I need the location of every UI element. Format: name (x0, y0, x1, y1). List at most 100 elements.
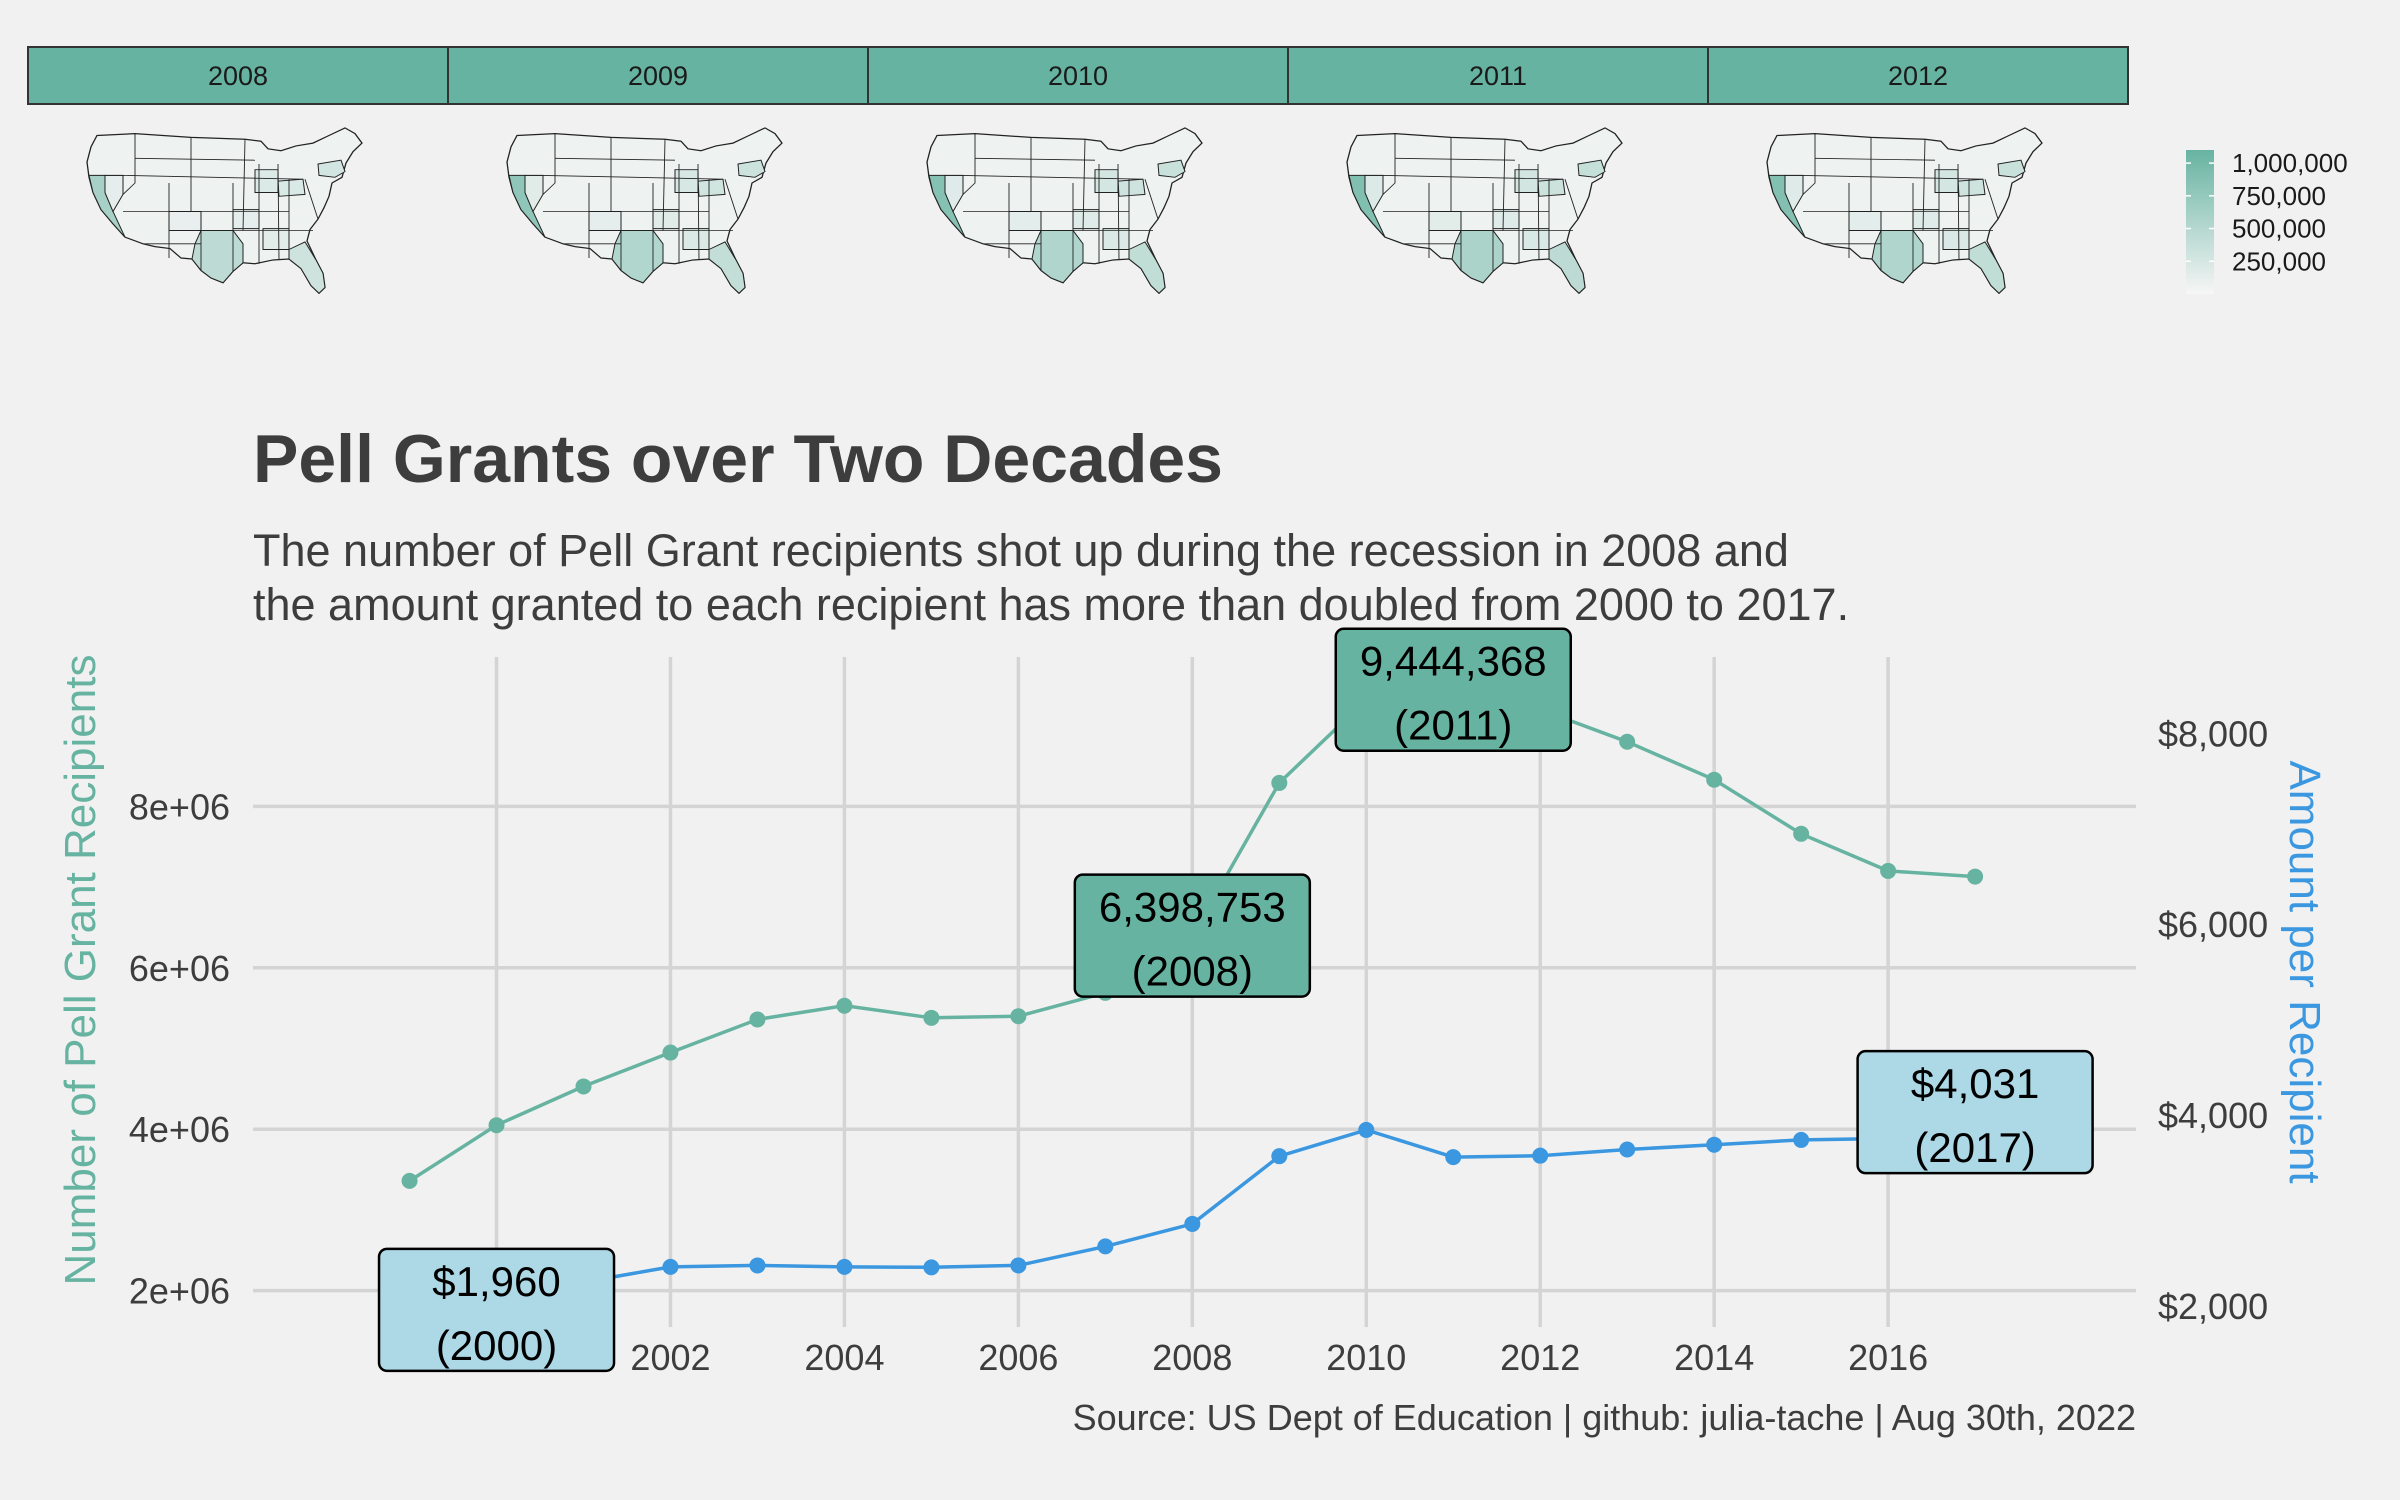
right-axis-title: Amount per Recipient (2280, 760, 2329, 1183)
small-multiple-maps: 2008 2009 2010 2011 2012 (27, 46, 2129, 295)
amount-point (836, 1258, 853, 1275)
us-map (506, 127, 783, 295)
annotation-box (1073, 873, 1312, 998)
us-map (1766, 127, 2043, 295)
state-shape (262, 228, 290, 250)
annotation-box (1334, 627, 1572, 752)
state-shape (1128, 241, 1166, 294)
legend-tick-label: 500,000 (2232, 214, 2326, 244)
annotation-text: (2008) (1132, 948, 1253, 995)
y-right-tick-label: $6,000 (2158, 904, 2268, 945)
y-left-tick-label: 8e+06 (129, 786, 230, 827)
state-border (242, 139, 246, 231)
state-shape (1997, 159, 2026, 178)
amount-point (1010, 1257, 1027, 1274)
us-map (1346, 127, 1623, 295)
legend-tick-label: 250,000 (2232, 246, 2326, 276)
recipients-point (1619, 733, 1636, 750)
annotation-box (377, 1247, 616, 1373)
panel-strip-label: 2008 (208, 61, 268, 91)
amount-point (1184, 1215, 1201, 1232)
panel-strip (447, 46, 869, 105)
state-shape (1008, 211, 1042, 231)
amount-point (1097, 1238, 1114, 1255)
state-shape (1102, 228, 1130, 250)
state-border (1802, 174, 1984, 180)
state-shape (1072, 209, 1100, 230)
annotation-text: $4,031 (1911, 1060, 2039, 1107)
recipients-point (749, 1011, 766, 1028)
state-shape (588, 211, 622, 231)
state-border (122, 174, 304, 180)
chart-title: Pell Grants over Two Decades (253, 421, 1223, 497)
x-tick-label: 2016 (1848, 1337, 1928, 1378)
recipients-point (1967, 868, 1984, 885)
annotation-text: (2017) (1914, 1124, 2035, 1171)
recipients-point (488, 1117, 505, 1134)
amount-point (749, 1257, 766, 1274)
x-tick-label: 2014 (1674, 1337, 1754, 1378)
recipients-point (575, 1078, 592, 1095)
annotation-text: 9,444,368 (1360, 638, 1547, 685)
state-shape (1957, 178, 1986, 197)
annotation-label: 6,398,753 (2008) (1073, 873, 1312, 998)
legend-tick-label: 750,000 (2232, 181, 2326, 211)
recipients-point (401, 1172, 418, 1189)
state-shape (697, 178, 726, 197)
panel-strip (1287, 46, 1709, 105)
state-shape (611, 230, 664, 284)
state-shape (1942, 228, 1970, 250)
amount-point (1445, 1149, 1462, 1166)
annotation-text: (2000) (436, 1322, 557, 1369)
panel-strip-label: 2012 (1888, 61, 1948, 91)
amount-point (923, 1259, 940, 1276)
recipients-point (923, 1009, 940, 1026)
state-shape (1537, 178, 1566, 197)
y-right-tick-label: $4,000 (2158, 1095, 2268, 1136)
recipients-point (1010, 1008, 1027, 1025)
state-shape (1117, 178, 1146, 197)
amount-point (662, 1258, 679, 1275)
state-shape (682, 228, 710, 250)
amount-point (1271, 1148, 1288, 1165)
state-shape (674, 169, 699, 193)
map-panel-2010: 2010 (867, 46, 1289, 295)
state-shape (1428, 211, 1462, 231)
state-shape (1031, 230, 1084, 284)
annotation-box (1856, 1049, 2094, 1175)
state-border (554, 157, 676, 161)
state-shape (288, 241, 326, 294)
panel-strip-label: 2010 (1048, 61, 1108, 91)
y-left-tick-label: 2e+06 (129, 1271, 230, 1312)
state-border (1537, 163, 1540, 260)
state-border (1382, 174, 1564, 180)
chart-subtitle-line-1: The number of Pell Grant recipients shot… (253, 525, 1789, 576)
x-tick-label: 2010 (1326, 1337, 1406, 1378)
annotation-label: 9,444,368 (2011) (1334, 627, 1572, 752)
recipients-point (1880, 862, 1897, 879)
state-border (1082, 139, 1086, 231)
state-shape (1157, 159, 1186, 178)
state-shape (254, 169, 279, 193)
state-shape (1451, 230, 1504, 284)
state-border (1957, 163, 1960, 260)
chart-caption: Source: US Dept of Education | github: j… (1073, 1397, 2136, 1438)
legend-tick-label: 1,000,000 (2232, 148, 2348, 178)
state-shape (1522, 228, 1550, 250)
chart-subtitle-line-2: the amount granted to each recipient has… (253, 579, 1849, 630)
map-panel-2009: 2009 (447, 46, 869, 295)
state-shape (191, 230, 244, 284)
panel-strip-label: 2011 (1469, 61, 1527, 91)
annotation-text: (2011) (1394, 702, 1512, 749)
recipients-point (836, 997, 853, 1014)
panel-strip (867, 46, 1289, 105)
state-border (724, 179, 739, 220)
state-border (962, 174, 1144, 180)
recipients-point (1793, 825, 1810, 842)
panel-strip-label: 2009 (628, 61, 688, 91)
state-border (1564, 179, 1579, 220)
state-border (1394, 157, 1516, 161)
state-shape (1848, 211, 1882, 231)
state-shape (317, 159, 346, 178)
y-left-tick-label: 4e+06 (129, 1109, 230, 1150)
